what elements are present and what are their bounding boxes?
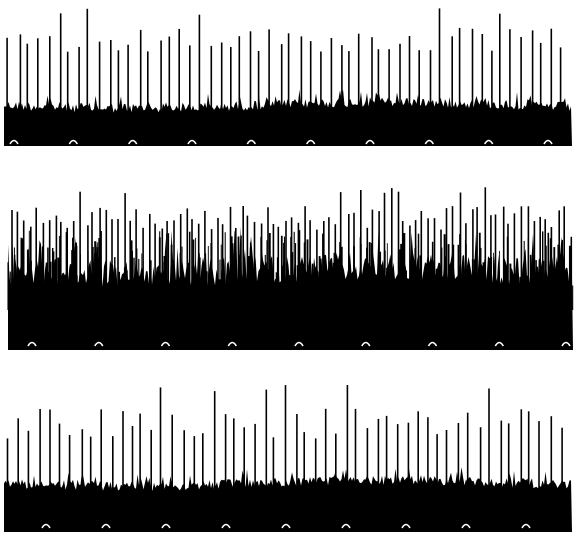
time-marker: [161, 523, 171, 529]
time-marker: [543, 139, 553, 145]
time-marker: [494, 341, 504, 347]
time-marker: [561, 341, 571, 347]
trace-bottom: [4, 385, 572, 532]
time-marker: [401, 523, 411, 529]
time-marker: [306, 139, 316, 145]
time-marker: [68, 139, 78, 145]
time-marker: [128, 139, 138, 145]
time-marker: [221, 523, 231, 529]
time-marker: [365, 139, 375, 145]
time-marker: [294, 341, 304, 347]
time-marker: [427, 341, 438, 347]
time-marker: [187, 139, 197, 145]
time-marker: [484, 139, 494, 145]
time-marker: [424, 139, 434, 145]
time-marker: [94, 341, 104, 347]
time-marker: [246, 139, 256, 145]
time-marker: [41, 523, 51, 529]
time-marker: [27, 341, 37, 347]
time-marker: [361, 341, 371, 347]
time-marker: [341, 523, 351, 529]
time-marker: [521, 523, 531, 529]
time-marker: [281, 523, 291, 529]
time-marker: [9, 139, 19, 145]
time-marker: [101, 523, 111, 529]
time-marker: [461, 523, 471, 529]
time-marker: [227, 341, 237, 347]
trace-middle: [7, 187, 574, 350]
trace-top: [4, 8, 572, 146]
time-marker: [160, 341, 171, 347]
trace-baseline-band: [4, 467, 572, 532]
